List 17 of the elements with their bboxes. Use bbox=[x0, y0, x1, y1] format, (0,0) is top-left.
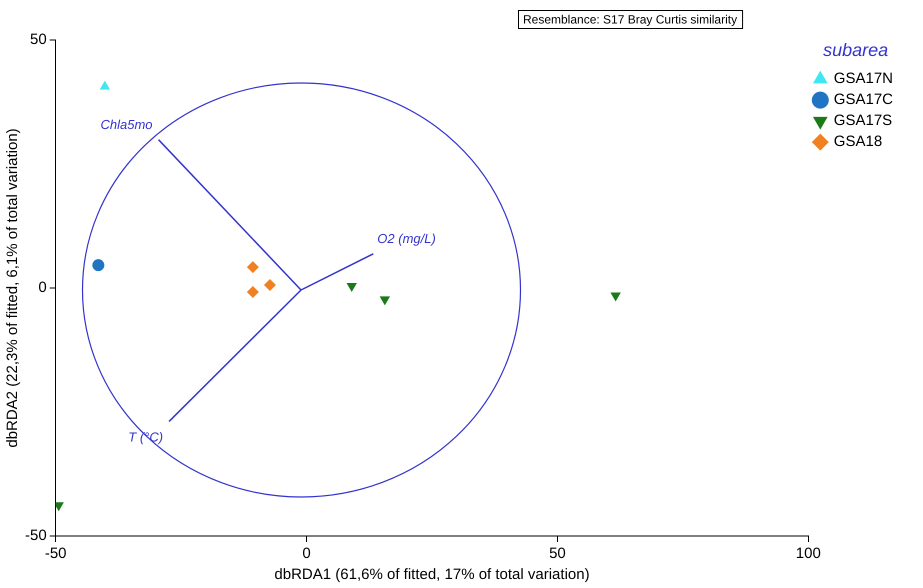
x-tick-label: 100 bbox=[796, 545, 821, 562]
y-axis-title: dbRDA2 (22,3% of fitted, 6,1% of total variation) bbox=[4, 128, 22, 448]
y-tick-label: 0 bbox=[38, 279, 47, 296]
y-tick-label: -50 bbox=[24, 527, 47, 544]
legend-label: GSA17C bbox=[834, 91, 894, 108]
text: Resemblance: S17 Bray Curtis similarity bbox=[523, 12, 738, 26]
x-tick-label: 50 bbox=[549, 545, 566, 562]
legend-label: GSA17S bbox=[834, 112, 892, 130]
legend-label: GSA17N bbox=[834, 70, 894, 88]
x-tick-label: -50 bbox=[44, 545, 67, 562]
legend-label: GSA18 bbox=[834, 133, 882, 150]
x-axis-title: dbRDA1 (61,6% of fitted, 17% of total variation) bbox=[274, 566, 590, 584]
y-tick-label: 50 bbox=[30, 31, 47, 48]
series-label: O2 (mg/L) bbox=[377, 230, 436, 246]
legend-title: subarea bbox=[823, 40, 888, 60]
x-tick-label: 0 bbox=[302, 545, 311, 562]
series-label: Chla5mo bbox=[100, 116, 153, 132]
